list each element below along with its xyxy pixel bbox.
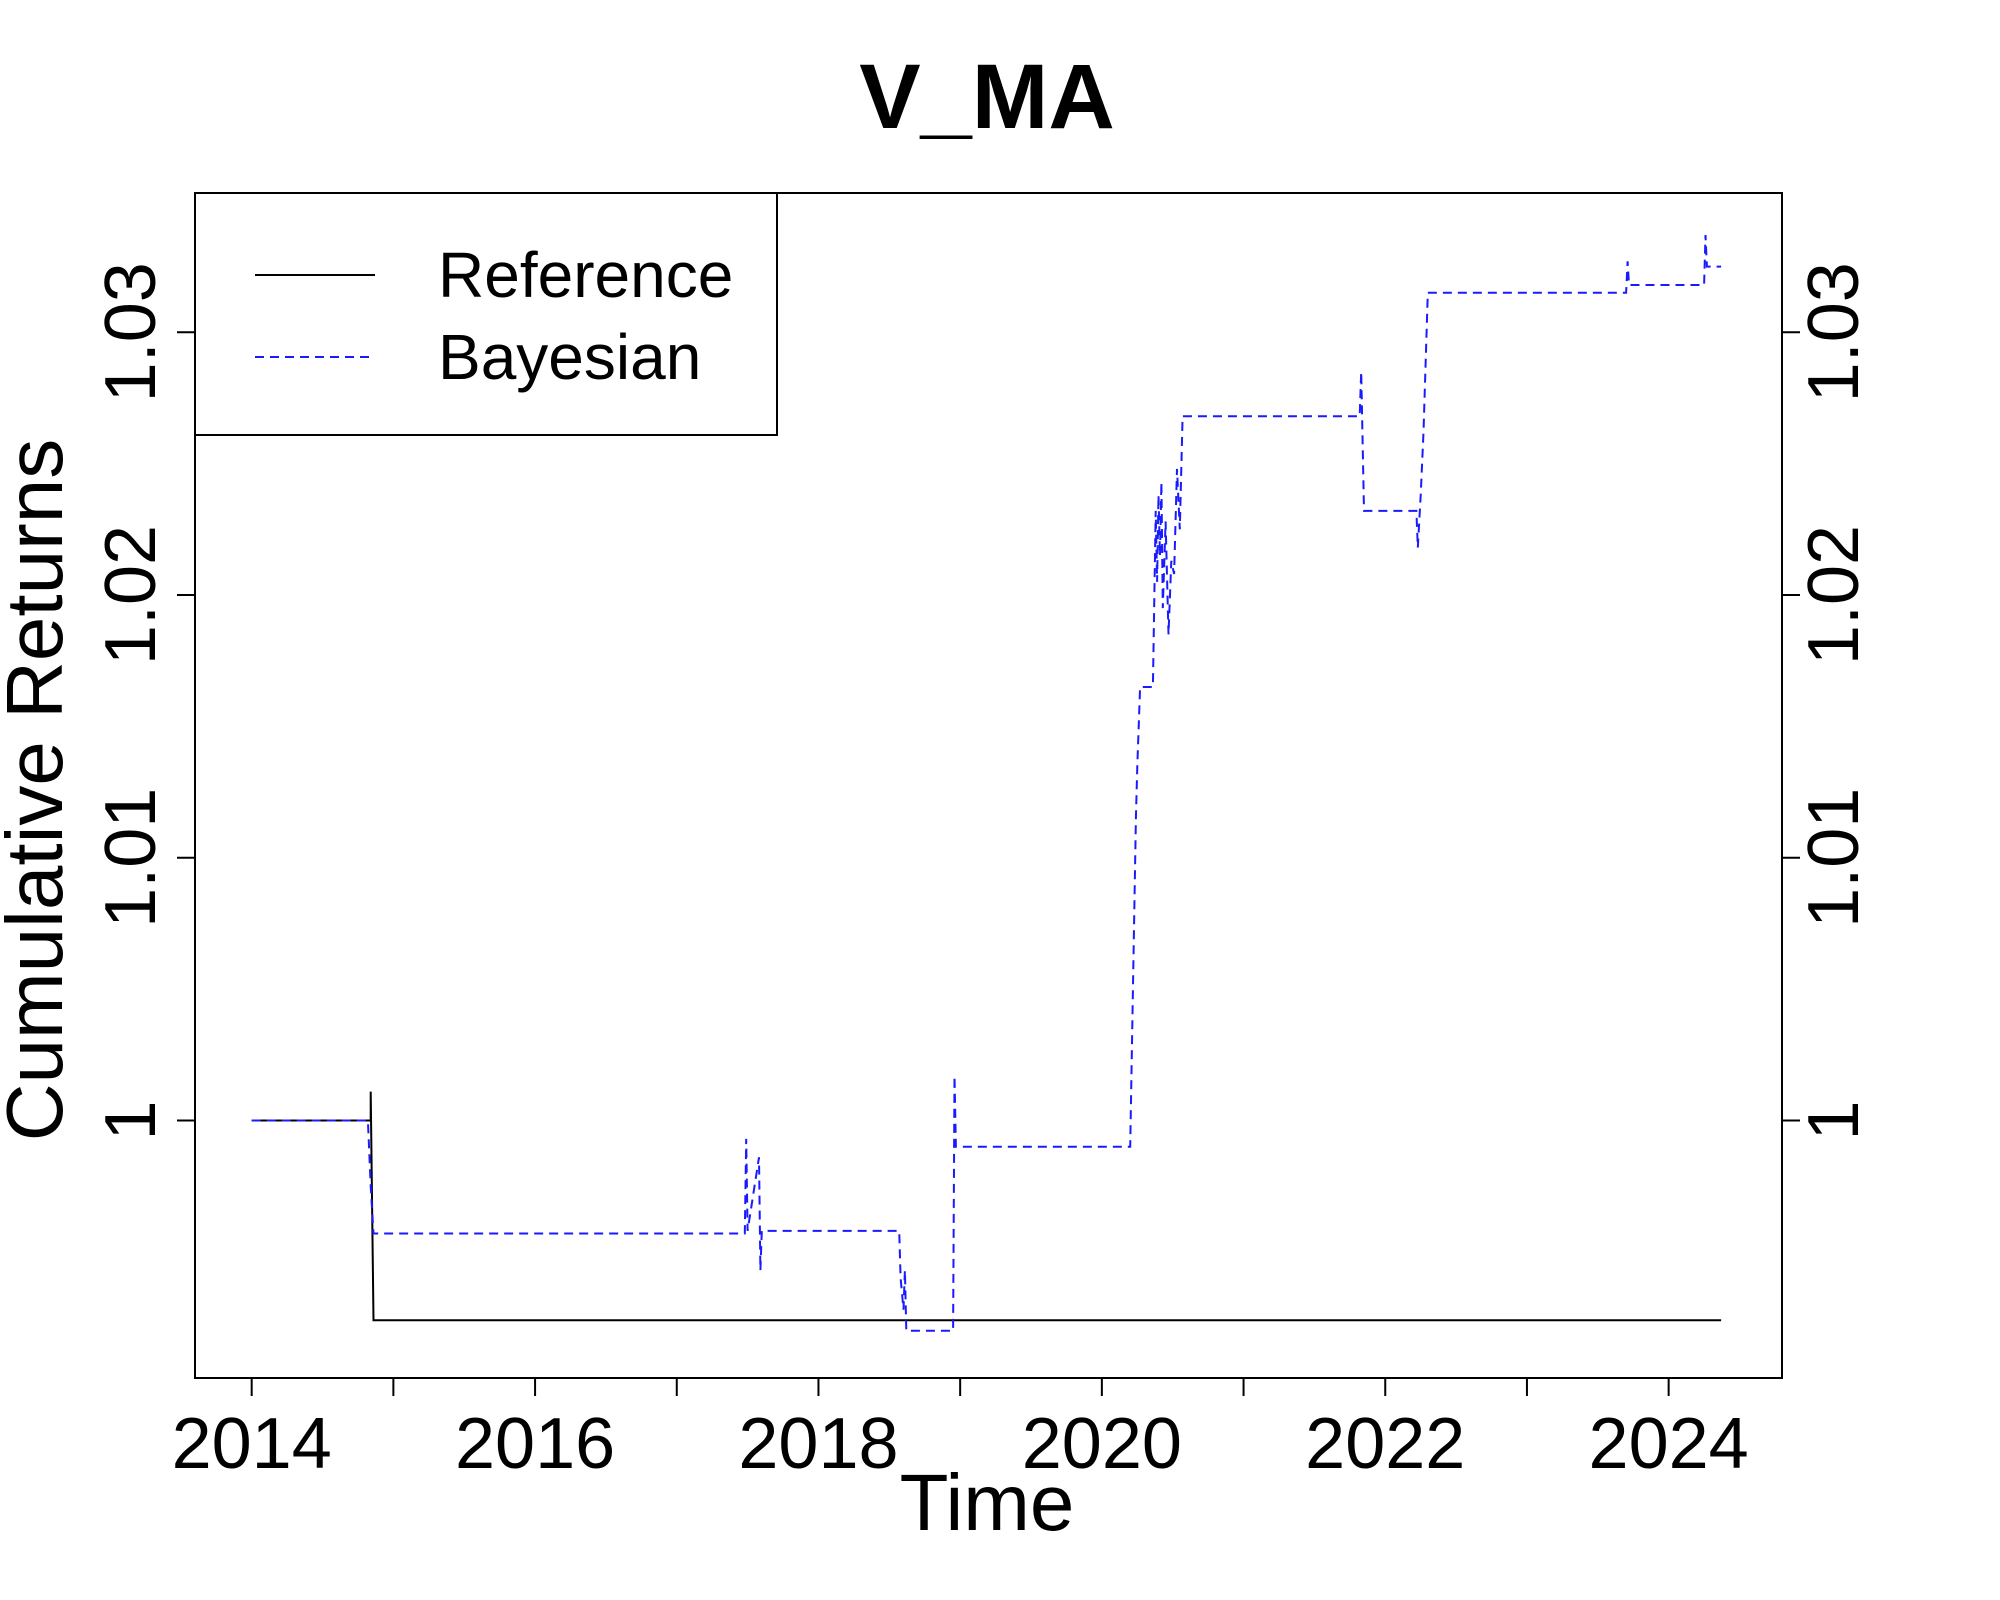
x-tick-label: 2020 [1022, 1404, 1182, 1484]
y-tick-label-right: 1.01 [1794, 788, 1874, 928]
series-line-reference [251, 1091, 1722, 1322]
plot-frame [194, 192, 1783, 1379]
plot-region: 2014 2016 2018 2020 2022 2024 1 1 1.01 1.01 1.02 1.… [91, 192, 1874, 1484]
legend-label: Reference [438, 239, 733, 311]
y-tick-label-left: 1 [91, 1100, 171, 1140]
y-tick-label-right: 1.02 [1794, 525, 1874, 665]
x-tick-label: 2018 [738, 1404, 898, 1484]
y-tick-label-left: 1.03 [91, 262, 171, 402]
chart-title: V_MA [859, 46, 1115, 148]
legend-box [194, 192, 778, 436]
x-tick-label: 2016 [455, 1404, 615, 1484]
x-tick-label: 2022 [1305, 1404, 1465, 1484]
legend: Reference Bayesian [194, 192, 778, 436]
x-tick-label: 2014 [172, 1404, 332, 1484]
y-tick-label-left: 1.01 [91, 788, 171, 928]
x-tick-label: 2024 [1589, 1404, 1749, 1484]
y-tick-label-right: 1 [1794, 1100, 1874, 1140]
y-axis-title: Cumulative Returns [0, 439, 79, 1142]
x-axis-title: Time [900, 1458, 1075, 1547]
y-tick-label-left: 1.02 [91, 525, 171, 665]
series-line-bayesian [251, 234, 1722, 1332]
legend-label: Bayesian [438, 321, 701, 393]
y-tick-label-right: 1.03 [1794, 262, 1874, 402]
